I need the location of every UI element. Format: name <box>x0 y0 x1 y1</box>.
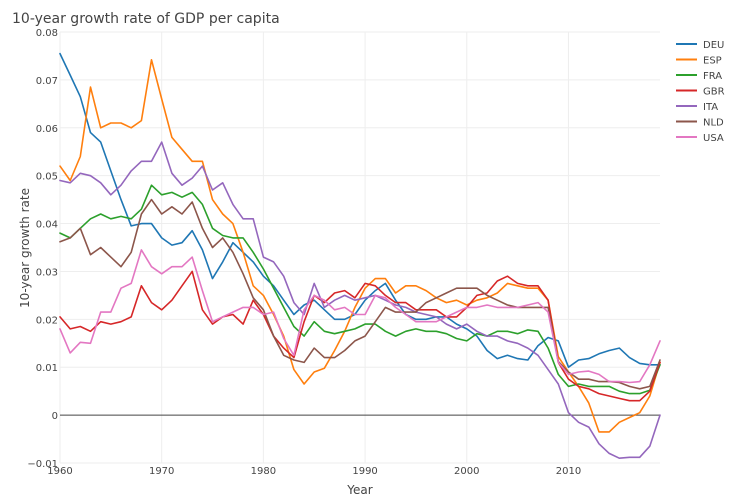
grid <box>59 31 660 464</box>
y-tick-label: 0.08 <box>36 28 58 39</box>
legend-label: FRA <box>703 71 722 82</box>
legend-item-esp[interactable]: ESP <box>676 56 722 67</box>
x-tick-label: 1960 <box>47 466 72 477</box>
legend-label: NLD <box>703 118 724 129</box>
y-axis-ticks: −0.01 0 0.01 0.02 0.03 0.04 0.05 0.06 0.07 0.08 <box>27 28 58 470</box>
legend-label: ITA <box>703 102 718 113</box>
series-line-gbr[interactable] <box>59 270 661 402</box>
x-axis-ticks: 1960 1970 1980 1990 2000 2010 <box>47 466 581 477</box>
x-tick-label: 2000 <box>454 466 479 477</box>
series-line-esp[interactable] <box>59 58 661 433</box>
legend-item-gbr[interactable]: GBR <box>676 87 725 98</box>
y-tick-label: −0.01 <box>27 459 58 470</box>
series-line-fra[interactable] <box>59 184 661 395</box>
series-lines <box>59 52 661 460</box>
legend-item-fra[interactable]: FRA <box>676 71 722 82</box>
series-line-ita[interactable] <box>59 141 661 460</box>
y-tick-label: 0 <box>52 411 58 422</box>
x-tick-label: 1980 <box>251 466 276 477</box>
legend[interactable]: DEU ESP FRA GBR ITA NLD USA <box>676 40 725 144</box>
series-line-usa[interactable] <box>59 249 661 384</box>
chart-title: 10-year growth rate of GDP per capita <box>12 11 280 27</box>
legend-label: DEU <box>703 40 724 51</box>
x-axis-title: Year <box>346 483 372 497</box>
legend-label: USA <box>703 133 724 144</box>
legend-item-usa[interactable]: USA <box>676 133 724 144</box>
y-tick-label: 0.06 <box>36 124 58 135</box>
x-tick-label: 2010 <box>556 466 581 477</box>
series-line-nld[interactable] <box>59 198 661 390</box>
legend-item-ita[interactable]: ITA <box>676 102 718 113</box>
series-line-deu[interactable] <box>59 52 661 369</box>
y-axis-title: 10-year growth rate <box>18 188 32 308</box>
y-tick-label: 0.03 <box>36 267 58 278</box>
x-tick-label: 1970 <box>149 466 174 477</box>
legend-label: ESP <box>703 56 722 67</box>
legend-label: GBR <box>703 87 725 98</box>
y-tick-label: 0.04 <box>36 220 58 231</box>
y-tick-label: 0.07 <box>36 76 58 87</box>
y-tick-label: 0.05 <box>36 172 58 183</box>
y-tick-label: 0.01 <box>36 363 58 374</box>
legend-item-deu[interactable]: DEU <box>676 40 724 51</box>
legend-item-nld[interactable]: NLD <box>676 118 724 129</box>
x-tick-label: 1990 <box>352 466 377 477</box>
y-tick-label: 0.02 <box>36 315 58 326</box>
